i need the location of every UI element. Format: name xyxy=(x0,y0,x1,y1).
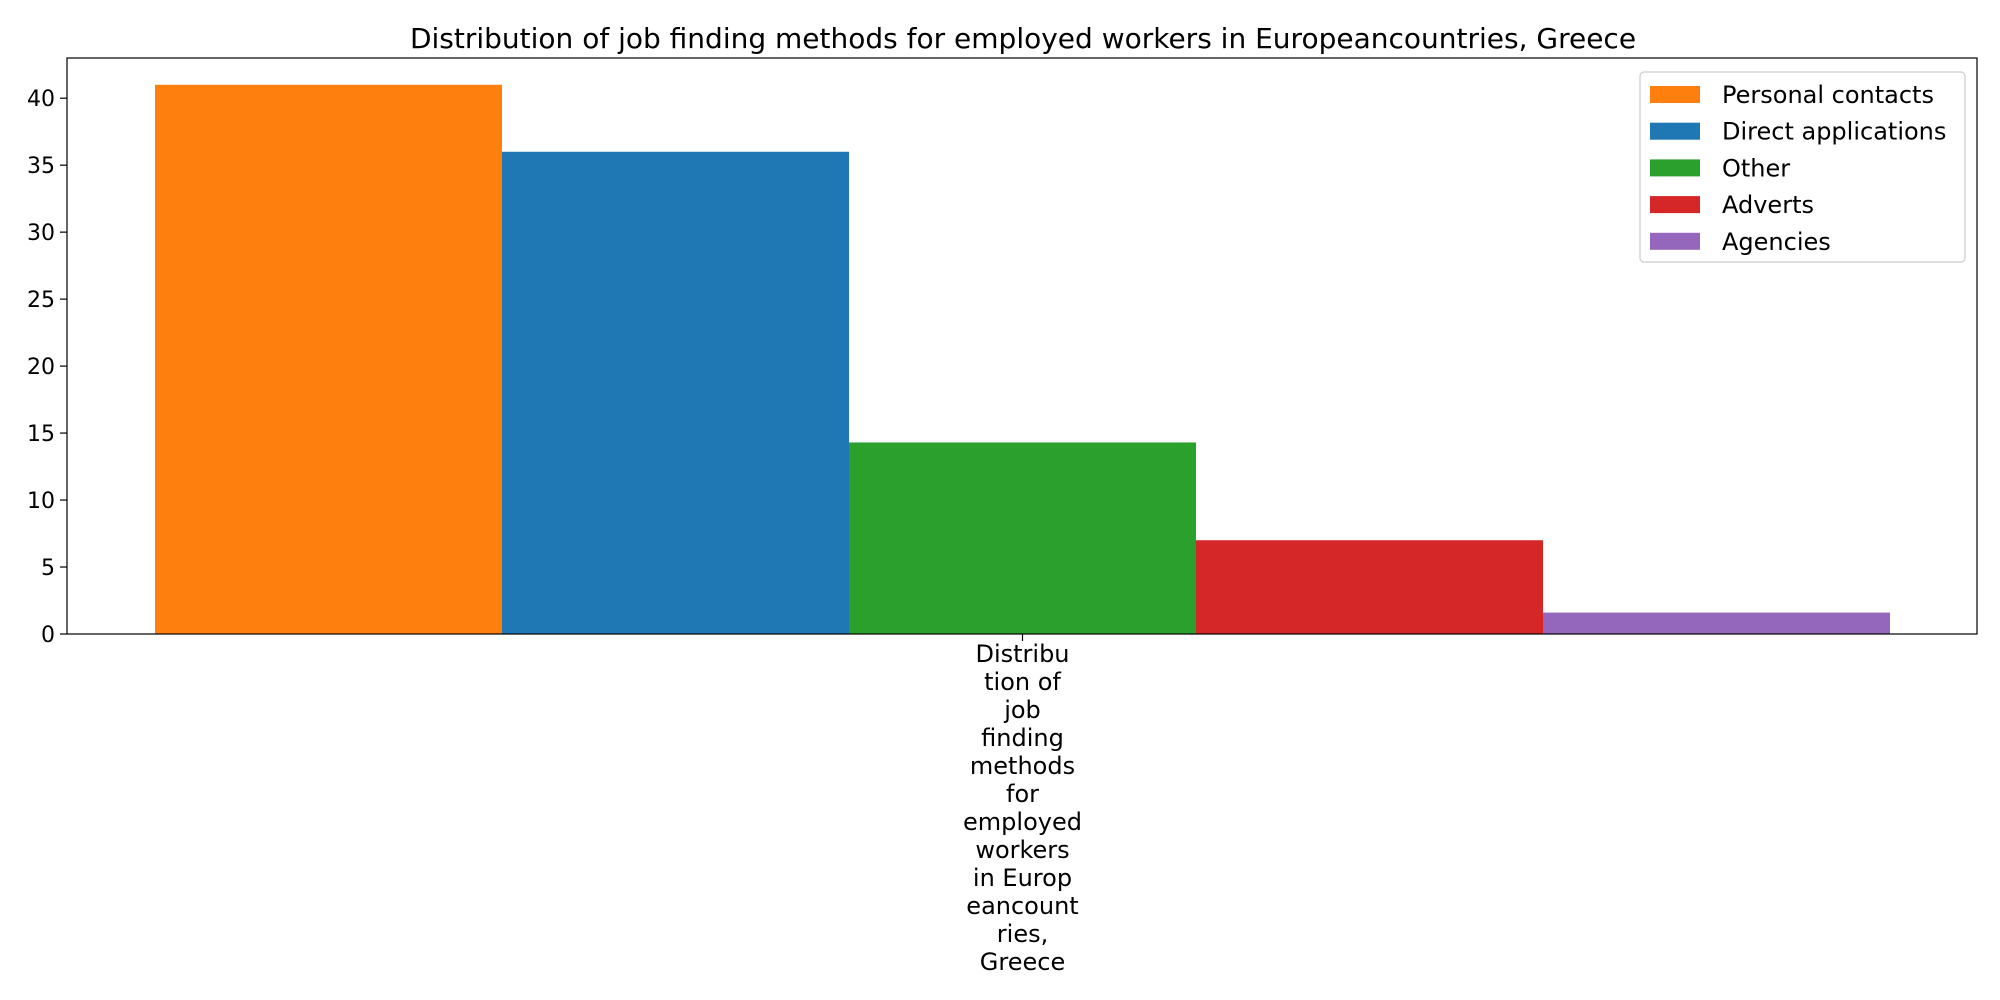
bars-group xyxy=(155,84,1890,634)
bar-agencies xyxy=(1543,612,1890,634)
bar-personal-contacts xyxy=(155,84,502,634)
legend-swatch xyxy=(1650,122,1700,140)
x-axis: Distribu tion of job finding methods for emplo… xyxy=(963,634,1082,976)
y-tick-label: 40 xyxy=(27,87,55,112)
chart-title: Distribution of job finding methods for … xyxy=(410,22,1636,55)
legend-entry: Personal contacts xyxy=(1722,81,1934,109)
legend-swatch xyxy=(1650,232,1700,250)
y-tick-label: 15 xyxy=(27,422,55,447)
y-tick-label: 35 xyxy=(27,154,55,179)
bar-adverts xyxy=(1196,540,1543,634)
y-tick-label: 10 xyxy=(27,489,55,514)
y-tick-label: 20 xyxy=(27,355,55,380)
legend: Personal contacts Direct applications Othe… xyxy=(1639,71,1966,263)
x-tick-label: Distribu tion of job finding methods for emplo… xyxy=(963,640,1082,976)
legend-entry: Direct applications xyxy=(1722,118,1946,146)
y-tick-label: 5 xyxy=(41,556,55,581)
bar-other xyxy=(849,442,1196,634)
y-axis: 0 5 10 15 20 25 30 35 40 xyxy=(27,87,67,648)
legend-entry: Adverts xyxy=(1722,191,1814,219)
y-tick-label: 30 xyxy=(27,221,55,246)
bar-direct-applications xyxy=(502,151,849,634)
legend-entry: Other xyxy=(1722,154,1790,182)
legend-swatch xyxy=(1650,196,1700,214)
y-tick-label: 25 xyxy=(27,288,55,313)
legend-box xyxy=(1639,71,1966,263)
legend-swatch xyxy=(1650,159,1700,177)
y-tick-label: 0 xyxy=(41,623,55,648)
legend-entry: Agencies xyxy=(1722,228,1831,256)
legend-swatch xyxy=(1650,86,1700,103)
